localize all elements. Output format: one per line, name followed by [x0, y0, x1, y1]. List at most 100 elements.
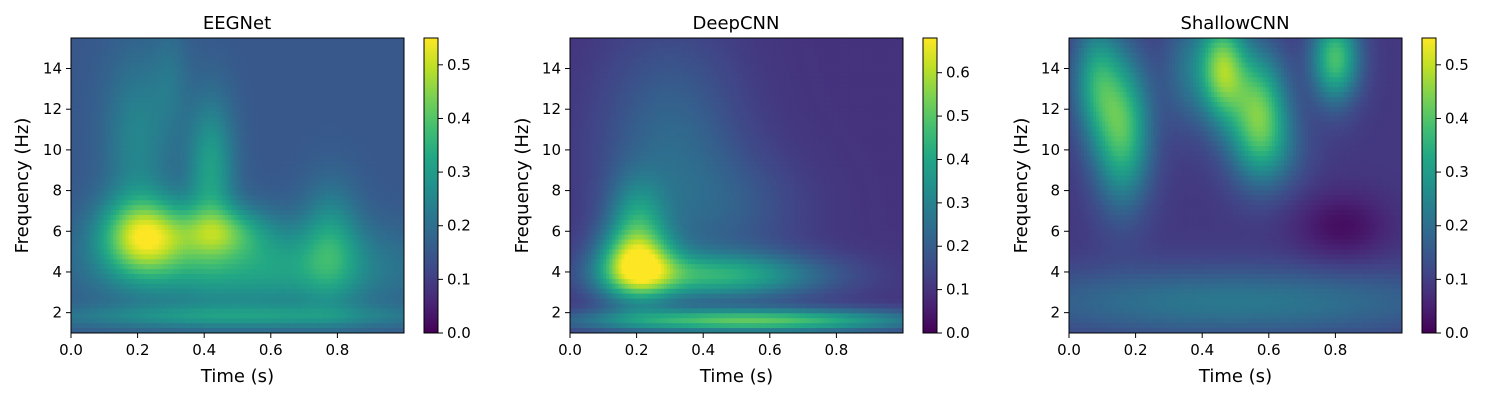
heatmap-cell — [116, 111, 121, 118]
heatmap-cell — [352, 210, 357, 216]
heatmap-cell — [400, 224, 404, 231]
heatmap-cell — [370, 52, 375, 59]
heatmap-cell — [231, 160, 236, 167]
heatmap-cell — [391, 170, 396, 177]
heatmap-cell — [343, 160, 348, 167]
heatmap-cell — [110, 165, 114, 172]
heatmap-cell — [201, 254, 205, 260]
heatmap-cell — [83, 205, 87, 211]
heatmap-cell — [92, 101, 96, 108]
heatmap-cell — [189, 72, 193, 78]
heatmap-cell — [137, 205, 142, 211]
heatmap-cell — [207, 42, 211, 49]
heatmap-cell — [71, 195, 75, 201]
heatmap-cell — [391, 244, 396, 251]
heatmap-cell — [325, 165, 329, 172]
heatmap-cell — [164, 165, 169, 172]
heatmap-cell — [291, 52, 296, 59]
heatmap-cell — [310, 229, 314, 236]
heatmap-cell — [298, 229, 302, 236]
heatmap-cell — [385, 200, 390, 206]
heatmap-cell — [158, 175, 163, 182]
heatmap-cell — [128, 136, 133, 142]
heatmap-cell — [225, 185, 230, 192]
heatmap-cell — [376, 126, 381, 133]
heatmap-cell — [391, 87, 396, 93]
heatmap-cell — [376, 234, 381, 241]
heatmap-cell — [391, 175, 396, 182]
heatmap-cell — [74, 72, 78, 78]
heatmap-cell — [307, 136, 311, 142]
heatmap-cell — [310, 77, 314, 83]
heatmap-cell — [285, 97, 290, 103]
heatmap-cell — [107, 210, 111, 216]
heatmap-cell — [343, 42, 348, 49]
heatmap-cell — [301, 77, 305, 83]
heatmap-cell — [204, 195, 208, 201]
heatmap-cell — [219, 77, 223, 83]
heatmap-cell — [325, 82, 329, 88]
heatmap-cell — [164, 111, 169, 118]
heatmap-cell — [349, 244, 354, 251]
heatmap-cell — [343, 52, 348, 59]
heatmap-cell — [198, 234, 202, 241]
heatmap-cell — [340, 224, 345, 231]
heatmap-cell — [107, 97, 111, 103]
heatmap-cell — [104, 170, 108, 177]
heatmap-cell — [101, 52, 105, 59]
heatmap-cell — [80, 224, 84, 231]
heatmap-cell — [295, 234, 299, 241]
heatmap-cell — [343, 185, 348, 192]
heatmap-cell — [258, 190, 263, 196]
heatmap-cell — [113, 205, 118, 211]
heatmap-cell — [370, 106, 375, 113]
heatmap-cell — [164, 101, 169, 108]
heatmap-cell — [161, 141, 166, 147]
heatmap-cell — [337, 156, 342, 162]
heatmap-cell — [279, 146, 284, 152]
heatmap-cell — [304, 190, 308, 196]
heatmap-cell — [107, 146, 111, 152]
heatmap-cell — [234, 57, 239, 64]
heatmap-cell — [113, 101, 118, 108]
heatmap-cell — [264, 190, 269, 196]
heatmap-cell — [367, 92, 372, 98]
heatmap-cell — [285, 82, 290, 88]
heatmap-cell — [349, 165, 354, 172]
heatmap-cell — [370, 195, 375, 201]
heatmap-cell — [352, 57, 357, 64]
heatmap-cell — [140, 116, 145, 123]
heatmap-cell — [264, 141, 269, 147]
heatmap-cell — [216, 195, 220, 201]
heatmap-cell — [255, 126, 260, 133]
heatmap-cell — [346, 160, 351, 167]
heatmap-cell — [86, 190, 90, 196]
heatmap-cell — [282, 146, 287, 152]
heatmap-cell — [364, 175, 369, 182]
heatmap-cell — [340, 42, 345, 49]
heatmap-cell — [110, 146, 114, 152]
heatmap-cell — [367, 185, 372, 192]
heatmap-cell — [355, 205, 360, 211]
heatmap-cell — [385, 97, 390, 103]
heatmap-cell — [313, 219, 317, 226]
heatmap-cell — [343, 219, 348, 226]
heatmap-cell — [273, 126, 278, 133]
heatmap-cell — [334, 47, 338, 54]
heatmap-cell — [364, 234, 369, 241]
heatmap-cell — [279, 101, 284, 108]
heatmap-cell — [237, 92, 242, 98]
heatmap-cell — [110, 259, 114, 265]
heatmap-cell — [388, 195, 393, 201]
heatmap-cell — [270, 156, 275, 162]
heatmap-cell — [125, 259, 130, 265]
heatmap-cell — [270, 146, 275, 152]
heatmap-cell — [382, 62, 387, 69]
heatmap-cell — [131, 165, 136, 172]
heatmap-cell — [391, 67, 396, 74]
heatmap-cell — [346, 82, 351, 88]
heatmap-cell — [252, 151, 257, 157]
heatmap-cell — [391, 131, 396, 137]
heatmap-cell — [397, 52, 402, 59]
heatmap-cell — [152, 200, 157, 206]
